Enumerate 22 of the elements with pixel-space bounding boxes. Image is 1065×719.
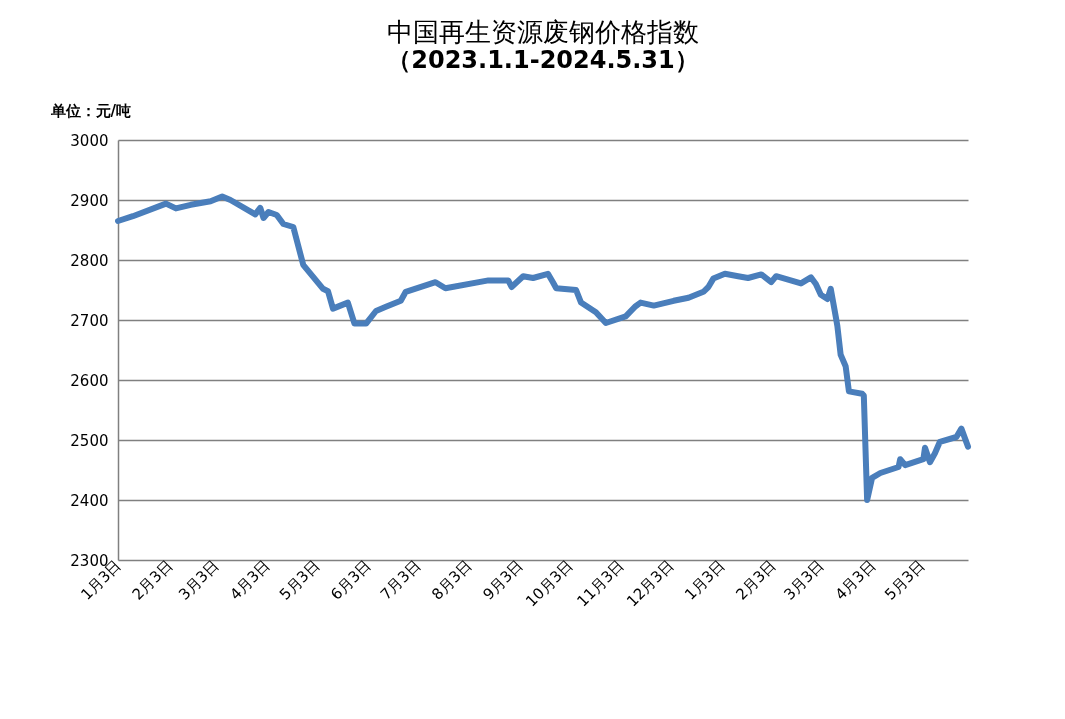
chart-title: 中国再生资源废钢价格指数 xyxy=(387,17,699,47)
x-tick-label: 3月3日 xyxy=(174,556,223,604)
x-tick-label: 1月3日 xyxy=(681,556,729,604)
y-tick-label: 2500 xyxy=(70,431,109,450)
x-tick-label: 3月3日 xyxy=(780,556,828,604)
y-tick-label: 2700 xyxy=(70,311,109,330)
x-tick-label: 8月3日 xyxy=(428,556,476,604)
y-tick-label: 3000 xyxy=(70,131,109,150)
y-tick-label: 2400 xyxy=(70,491,109,510)
x-tick-label: 7月3日 xyxy=(376,556,425,604)
x-tick-label: 4月3日 xyxy=(831,556,879,604)
x-tick-label: 2月3日 xyxy=(732,556,780,604)
x-tick-label: 5月3日 xyxy=(881,556,929,604)
x-tick-label: 6月3日 xyxy=(327,556,375,604)
y-tick-label: 2600 xyxy=(70,371,109,390)
y-axis-title: 单位：元/吨 xyxy=(49,101,131,120)
x-tick-label: 4月3日 xyxy=(226,556,274,604)
y-tick-label: 2900 xyxy=(70,191,109,210)
x-tick-label: 5月3日 xyxy=(275,556,324,604)
chart-subtitle: （2023.1.1-2024.5.31） xyxy=(387,46,699,74)
x-tick-label: 2月3日 xyxy=(128,556,177,604)
y-tick-label: 2800 xyxy=(70,251,109,270)
